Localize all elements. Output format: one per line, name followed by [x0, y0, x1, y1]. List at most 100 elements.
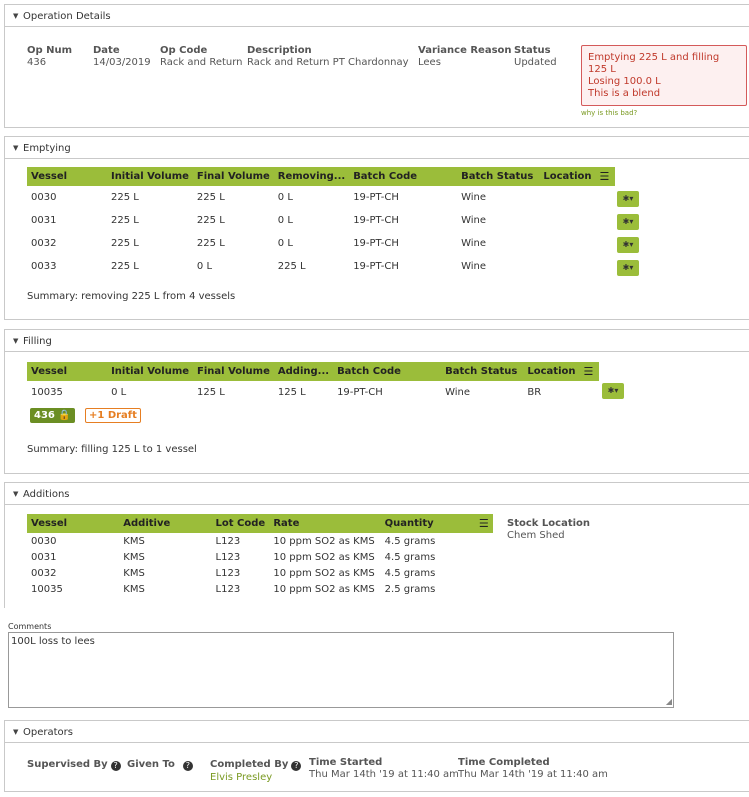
- batch-code-link[interactable]: 19-PT-CH: [353, 238, 399, 249]
- additive-link[interactable]: KMS: [123, 567, 145, 579]
- cell: [475, 565, 493, 581]
- col-batch-code[interactable]: Batch Code: [349, 167, 458, 186]
- cell: 225 L: [196, 192, 225, 203]
- additive-link[interactable]: KMS: [123, 535, 145, 547]
- collapse-caret-icon[interactable]: ▼: [13, 490, 19, 498]
- resize-handle-icon[interactable]: ◢: [665, 697, 672, 706]
- operators-header[interactable]: ▼ Operators: [5, 721, 749, 743]
- description-field: Description Rack and Return PT Chardonna…: [247, 45, 409, 68]
- vessel-link[interactable]: 10035: [31, 583, 63, 595]
- column-menu-icon[interactable]: ☰: [595, 167, 615, 186]
- col-vessel[interactable]: Vessel: [27, 167, 107, 186]
- col-vessel[interactable]: Vessel: [27, 362, 108, 381]
- help-icon[interactable]: ?: [182, 761, 193, 771]
- batch-code-link[interactable]: 19-PT-CH: [353, 192, 399, 203]
- filling-summary: Summary: filling 125 L to 1 vessel: [27, 444, 197, 455]
- why-is-this-bad-link[interactable]: why is this bad?: [581, 109, 638, 117]
- vessel-link[interactable]: 0032: [31, 238, 57, 249]
- emptying-summary: Summary: removing 225 L from 4 vessels: [27, 291, 236, 302]
- additive-link[interactable]: KMS: [123, 583, 145, 595]
- help-icon[interactable]: ?: [291, 761, 302, 771]
- additions-table: Vessel Additive Lot Code Rate Quantity ☰…: [27, 514, 493, 597]
- variance-reason-field: Variance Reason Lees: [418, 45, 512, 68]
- batch-code-link[interactable]: 19-PT-CH: [337, 387, 383, 398]
- col-adding[interactable]: Adding...: [273, 362, 334, 381]
- cell: Wine: [461, 215, 487, 226]
- table-row: 0032 225 L 225 L 0 L 19-PT-CH Wine: [27, 232, 615, 255]
- additions-panel: ▼ Additions Vessel Additive Lot Code Rate…: [4, 482, 749, 608]
- emptying-header[interactable]: ▼ Emptying: [5, 137, 749, 159]
- cell: 0 L: [277, 215, 293, 226]
- row-actions-gear-icon[interactable]: ✱▾: [602, 383, 624, 399]
- column-menu-icon[interactable]: ☰: [474, 514, 493, 533]
- table-row: 0031 225 L 225 L 0 L 19-PT-CH Wine: [27, 209, 615, 232]
- cell: BR: [527, 387, 542, 398]
- draft-badge[interactable]: +1 Draft: [85, 408, 141, 423]
- vessel-link[interactable]: 10035: [31, 387, 63, 398]
- row-actions-gear-icon[interactable]: ✱▾: [617, 191, 639, 207]
- table-row: 0030 KMS L123 10 ppm SO2 as KMS 4.5 gram…: [27, 533, 493, 549]
- op-code-link[interactable]: Rack and Return: [160, 57, 243, 68]
- vessel-link[interactable]: 0032: [31, 567, 57, 579]
- col-batch-status[interactable]: Batch Status: [441, 362, 524, 381]
- cell: [580, 381, 599, 404]
- col-final-volume[interactable]: Final Volume: [193, 362, 274, 381]
- emptying-panel: ▼ Emptying Vessel Initial Volume Final Vo…: [4, 136, 749, 320]
- cell: Wine: [461, 192, 487, 203]
- locked-op-badge[interactable]: 436 🔒: [30, 408, 75, 423]
- date-field: Date 14/03/2019: [93, 45, 151, 68]
- help-icon[interactable]: ?: [110, 761, 121, 771]
- column-menu-icon[interactable]: ☰: [579, 362, 599, 381]
- col-initial-volume[interactable]: Initial Volume: [107, 362, 194, 381]
- vessel-link[interactable]: 0031: [31, 215, 57, 226]
- table-header-row: Vessel Initial Volume Final Volume Remov…: [27, 167, 615, 186]
- collapse-caret-icon[interactable]: ▼: [13, 12, 19, 20]
- batch-code-link[interactable]: 19-PT-CH: [353, 261, 399, 272]
- row-actions-gear-icon[interactable]: ✱▾: [617, 260, 639, 276]
- col-location[interactable]: Location: [539, 167, 596, 186]
- vessel-link[interactable]: 0030: [31, 535, 57, 547]
- stock-location-field: Stock Location Chem Shed: [507, 518, 591, 541]
- vessel-link[interactable]: 0031: [31, 551, 57, 563]
- col-quantity[interactable]: Quantity: [380, 514, 475, 533]
- comments-textarea[interactable]: 100L loss to lees ◢: [8, 632, 674, 708]
- col-batch-code[interactable]: Batch Code: [333, 362, 442, 381]
- cell: [539, 209, 595, 232]
- cell: 10 ppm SO2 as KMS: [273, 583, 375, 595]
- col-batch-status[interactable]: Batch Status: [457, 167, 540, 186]
- completed-by-link[interactable]: Elvis Presley: [210, 772, 273, 783]
- cell: 10 ppm SO2 as KMS: [273, 535, 375, 547]
- batch-code-link[interactable]: 19-PT-CH: [353, 215, 399, 226]
- cell: 225 L: [110, 261, 139, 272]
- cell: 0 L: [277, 238, 293, 249]
- cell: 4.5 grams: [384, 567, 436, 579]
- col-final-volume[interactable]: Final Volume: [192, 167, 274, 186]
- vessel-link[interactable]: 0033: [31, 261, 57, 272]
- col-location[interactable]: Location: [523, 362, 580, 381]
- row-actions-gear-icon[interactable]: ✱▾: [617, 214, 639, 230]
- table-row: 0030 225 L 225 L 0 L 19-PT-CH Wine: [27, 186, 615, 209]
- additive-link[interactable]: KMS: [123, 551, 145, 563]
- row-actions-gear-icon[interactable]: ✱▾: [617, 237, 639, 253]
- table-header-row: Vessel Additive Lot Code Rate Quantity ☰: [27, 514, 493, 533]
- cell: 0 L: [196, 261, 213, 272]
- collapse-caret-icon[interactable]: ▼: [13, 337, 19, 345]
- collapse-caret-icon[interactable]: ▼: [13, 144, 19, 152]
- operation-details-header[interactable]: ▼ Operation Details: [5, 5, 749, 27]
- col-rate[interactable]: Rate: [269, 514, 381, 533]
- cell: 4.5 grams: [384, 535, 436, 547]
- cell: [596, 232, 615, 255]
- additions-header[interactable]: ▼ Additions: [5, 483, 749, 505]
- filling-panel: ▼ Filling Vessel Initial Volume Final Vol…: [4, 329, 749, 474]
- filling-header[interactable]: ▼ Filling: [5, 330, 749, 352]
- collapse-caret-icon[interactable]: ▼: [13, 728, 19, 736]
- col-additive[interactable]: Additive: [119, 514, 212, 533]
- op-num-field: Op Num 436: [27, 45, 73, 68]
- cell: L123: [215, 551, 241, 563]
- col-initial-volume[interactable]: Initial Volume: [106, 167, 193, 186]
- supervised-by-field: Supervised By?: [27, 759, 121, 771]
- col-lot-code[interactable]: Lot Code: [211, 514, 270, 533]
- col-vessel[interactable]: Vessel: [27, 514, 120, 533]
- col-removing[interactable]: Removing...: [273, 167, 350, 186]
- vessel-link[interactable]: 0030: [31, 192, 57, 203]
